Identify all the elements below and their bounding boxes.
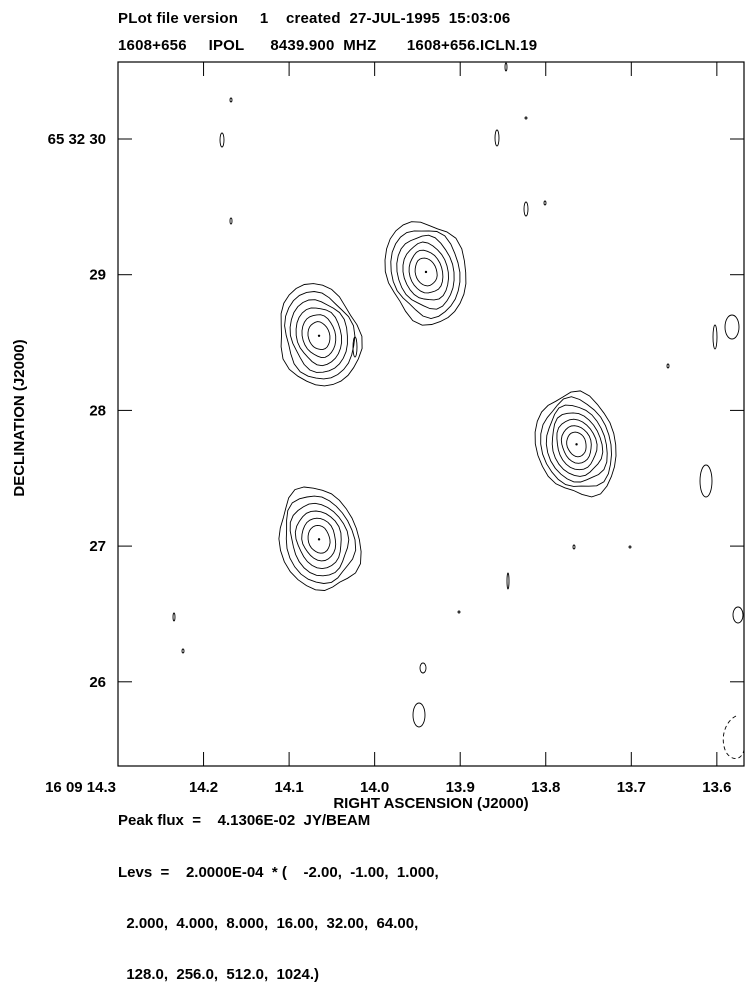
contour-level xyxy=(551,412,604,477)
noise-contour xyxy=(524,116,528,120)
x-tick-label: 14.2 xyxy=(189,779,218,796)
x-tick-label: 14.0 xyxy=(360,779,389,796)
contour-level xyxy=(307,524,331,554)
levels-label: Levs = 2.0000E-04 * ( -2.00, -1.00, 1.00… xyxy=(118,830,439,1000)
noise-contour xyxy=(712,324,718,350)
contour-level xyxy=(384,221,467,326)
contour-level xyxy=(294,510,342,570)
contour-level xyxy=(278,486,362,591)
source-D xyxy=(278,486,362,591)
x-tick-labels: 16 09 14.3 14.2 14.1 14.0 13.9 13.8 13.7 13.6 xyxy=(45,779,731,796)
levels-line: 2.000, 4.000, 8.000, 16.00, 32.00, 64.00… xyxy=(118,915,419,932)
contour-level xyxy=(540,396,612,487)
y-tick-label: 29 xyxy=(89,267,106,284)
x-tick-label: 13.6 xyxy=(702,779,731,796)
contour-level xyxy=(280,283,363,387)
axis-ticks xyxy=(117,62,744,766)
x-tick-label: 14.1 xyxy=(274,779,303,796)
y-tick-label: 26 xyxy=(89,674,106,691)
source-B xyxy=(384,221,467,326)
contour-level xyxy=(560,425,592,464)
peak-flux-label: Peak flux = 4.1306E-02 JY/BEAM xyxy=(118,812,371,829)
contour-level xyxy=(301,314,337,359)
noise-contour xyxy=(412,702,426,728)
contour-level xyxy=(402,241,449,301)
noise-contour xyxy=(219,132,225,148)
levels-line: 128.0, 256.0, 512.0, 1024.) xyxy=(118,966,319,983)
contour-level xyxy=(289,502,350,577)
contour-level xyxy=(545,404,608,483)
plot-header-line1: PLot file version 1 created 27-JUL-1995 … xyxy=(118,10,511,27)
noise-contour xyxy=(172,612,176,622)
contours xyxy=(278,221,617,591)
noise-contour xyxy=(523,201,529,217)
noise-contour xyxy=(457,610,461,614)
noise-contour xyxy=(229,217,233,225)
plot-frame xyxy=(117,61,745,767)
y-tick-label: 27 xyxy=(89,538,106,555)
contour-level xyxy=(289,299,348,373)
y-tick-label: 65 32 30 xyxy=(48,131,106,148)
noise-contour xyxy=(352,336,358,358)
contour-level xyxy=(307,321,331,350)
noise-contour xyxy=(506,572,510,590)
x-tick-label: 13.8 xyxy=(531,779,560,796)
contour-level xyxy=(566,431,587,458)
contour-level xyxy=(414,257,438,287)
contour-plot: 16 09 14.3 14.2 14.1 14.0 13.9 13.8 13.7 13.6 6… xyxy=(11,61,745,812)
contour-level xyxy=(534,390,617,498)
noise-contour xyxy=(494,129,500,147)
source-A xyxy=(280,283,363,387)
contour-peak xyxy=(575,443,578,446)
noise-contour xyxy=(699,464,713,498)
levels-line: Levs = 2.0000E-04 * ( -2.00, -1.00, 1.00… xyxy=(118,864,439,881)
contour-level xyxy=(556,418,598,471)
noise-contour xyxy=(504,62,508,72)
contour-level xyxy=(396,234,455,310)
contour-level xyxy=(390,230,461,319)
noise-contour xyxy=(181,648,185,654)
y-tick-label: 28 xyxy=(89,402,106,419)
contour-peak xyxy=(317,334,321,337)
x-axis-title: RIGHT ASCENSION (J2000) xyxy=(333,795,528,812)
x-tick-label: 13.7 xyxy=(617,779,646,796)
negative-contour xyxy=(722,715,745,759)
y-tick-labels: 65 32 30 29 28 27 26 xyxy=(48,131,106,691)
source-C xyxy=(534,390,617,498)
noise-contour xyxy=(666,363,670,369)
noise-contour xyxy=(724,314,740,340)
noise-contour xyxy=(419,662,427,674)
contour-peak xyxy=(317,538,321,541)
contour-level xyxy=(301,517,337,562)
noise-contours xyxy=(172,62,745,759)
contour-peak xyxy=(424,270,428,274)
noise-contour xyxy=(543,200,547,206)
contour-level xyxy=(285,495,357,584)
noise-contour xyxy=(732,606,744,624)
x-tick-label: 16 09 14.3 xyxy=(45,779,116,796)
contour-level xyxy=(408,249,444,294)
noise-contour xyxy=(229,97,233,103)
contour-level xyxy=(295,307,343,367)
noise-contour xyxy=(572,544,576,550)
plot-header-line2: 1608+656 IPOL 8439.900 MHZ 1608+656.ICLN… xyxy=(118,37,538,54)
contour-level xyxy=(284,291,356,380)
noise-contour xyxy=(628,545,632,549)
x-tick-label: 13.9 xyxy=(446,779,475,796)
y-axis-title: DECLINATION (J2000) xyxy=(11,339,28,496)
